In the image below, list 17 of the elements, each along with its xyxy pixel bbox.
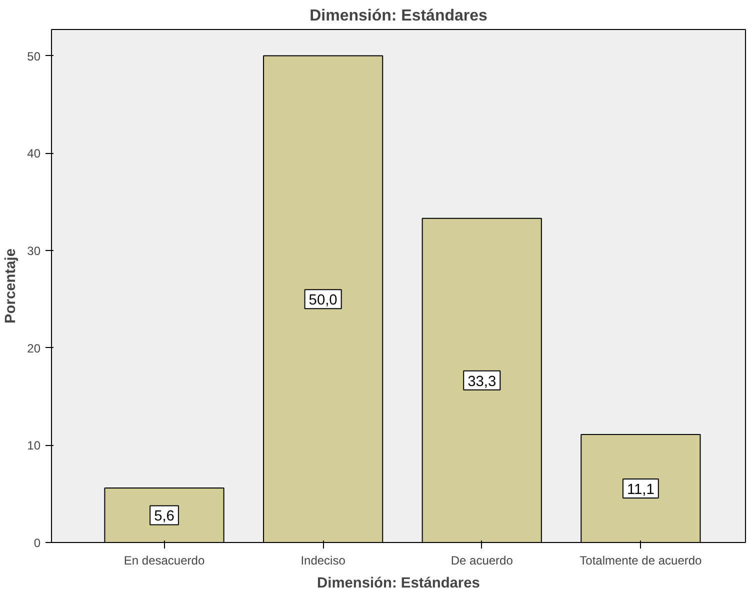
x-tick-label: De acuerdo (450, 554, 514, 568)
y-tick-label: 10 (27, 438, 41, 453)
x-tick-label: Indeciso (300, 554, 346, 568)
y-axis-title: Porcentaje (3, 248, 20, 324)
y-tick-label: 50 (27, 49, 41, 64)
y-tick-label: 0 (34, 536, 41, 550)
y-tick-label: 40 (27, 146, 41, 161)
y-tick-label: 20 (27, 341, 41, 356)
x-tick-label: En desacuerdo (124, 554, 205, 568)
data-label: 33,3 (468, 374, 496, 390)
data-label: 50,0 (308, 292, 338, 309)
data-label: 11,1 (626, 482, 654, 498)
chart-title: Dimensión: Estándares (310, 8, 488, 24)
y-tick-label: 30 (27, 244, 41, 258)
data-label: 5,6 (154, 508, 174, 525)
x-axis-title: Dimensión: Estándares (317, 576, 480, 592)
x-tick-label: Totalmente de acuerdo (580, 554, 702, 568)
